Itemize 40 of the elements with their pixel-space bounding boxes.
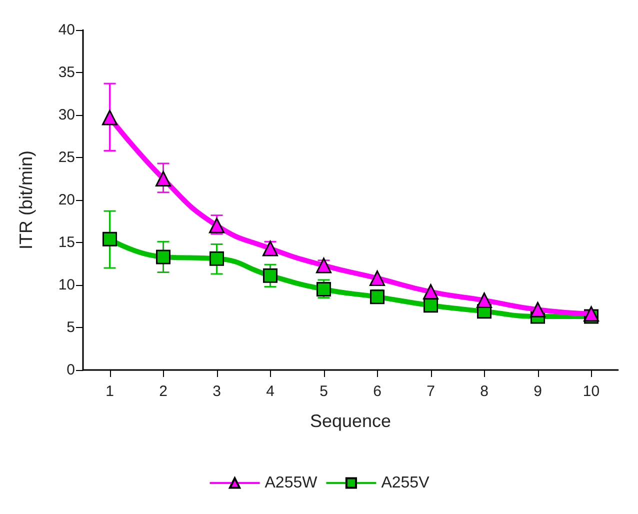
x-tick-label: 7	[426, 383, 435, 400]
x-tick-label: 9	[534, 383, 542, 400]
point	[156, 250, 170, 264]
y-tick-label: 15	[58, 234, 75, 251]
point	[210, 251, 224, 266]
y-tick-label: 20	[58, 192, 75, 208]
x-tick-label: 6	[373, 383, 382, 400]
legend-label: A255V	[381, 474, 430, 492]
point	[209, 218, 224, 234]
point	[584, 306, 599, 322]
y-tick-label: 5	[66, 319, 75, 336]
point	[262, 240, 278, 256]
point	[370, 290, 384, 304]
y-axis-title: ITR (bit/min)	[16, 150, 36, 250]
x-tick-label: 8	[480, 383, 488, 400]
x-tick-label: 4	[266, 383, 274, 400]
x-tick-label: 3	[212, 383, 221, 400]
point	[102, 110, 118, 126]
x-axis-title: Sequence	[310, 411, 392, 431]
point	[102, 232, 117, 246]
point	[316, 282, 331, 296]
y-tick-label: 35	[58, 64, 75, 81]
y-tick-label: 40	[58, 22, 75, 38]
y-tick-label: 0	[66, 362, 75, 378]
point	[530, 302, 546, 318]
x-tick-label: 2	[159, 383, 168, 400]
point	[156, 171, 171, 186]
x-tick-label: 1	[106, 383, 114, 400]
point	[423, 284, 438, 300]
point	[370, 270, 385, 286]
point	[263, 268, 278, 283]
x-tick-label: 5	[320, 383, 328, 400]
x-tick-label: 10	[582, 383, 600, 400]
point	[316, 258, 332, 274]
y-tick-label: 25	[58, 149, 75, 166]
point	[476, 292, 492, 308]
y-tick-label: 10	[58, 276, 75, 294]
point	[424, 298, 438, 313]
legend-label: A255W	[264, 474, 318, 492]
y-tick-label: 30	[58, 106, 75, 124]
